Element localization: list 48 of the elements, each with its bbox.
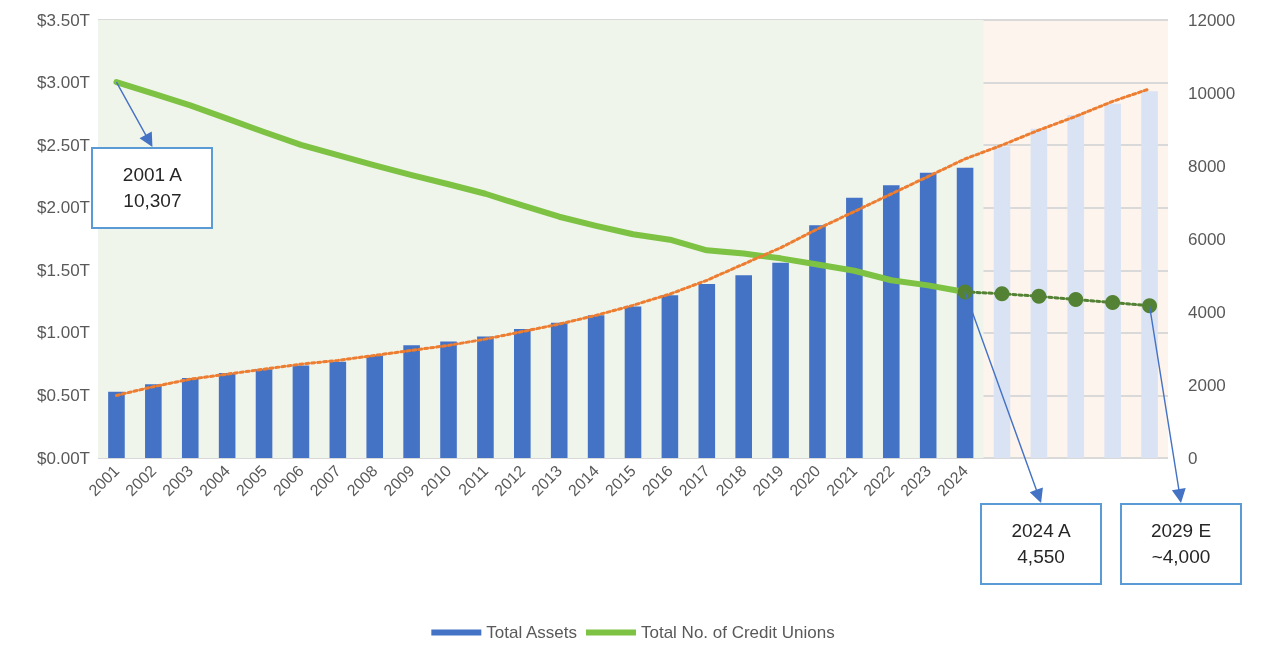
y2-tick-label: 10000 (1188, 83, 1236, 103)
bar (882, 185, 900, 458)
bar (587, 315, 605, 458)
callout-box: 2029 E ~4,000 (1120, 503, 1242, 585)
y2-tick-label: 8000 (1188, 156, 1226, 176)
legend-label: Total Assets (486, 623, 578, 642)
bar (846, 197, 863, 458)
bar (514, 329, 531, 458)
bar (181, 377, 199, 458)
bar (772, 262, 789, 458)
y-tick-label: $1.00T (37, 323, 90, 343)
y2-tick-label: 4000 (1188, 302, 1226, 322)
bar (145, 384, 162, 458)
callout-box: 2001 A 10,307 (91, 147, 214, 230)
y2-tick-label: 2000 (1188, 375, 1226, 395)
y-tick-label: $0.00T (37, 448, 90, 468)
y-tick-label: $2.50T (37, 135, 90, 155)
legend-label: Total No. of Credit Unions (640, 623, 835, 642)
bar (993, 146, 1011, 458)
bar (403, 345, 420, 458)
y-tick-label: $0.50T (37, 385, 90, 405)
bar (698, 284, 716, 458)
bar (329, 361, 347, 458)
bar (440, 341, 457, 458)
callout-box: 2024 A 4,550 (980, 503, 1103, 585)
y-tick-label: $3.00T (37, 73, 90, 93)
bar (366, 355, 384, 458)
bar (1067, 115, 1085, 458)
bar (255, 369, 273, 458)
bar (292, 365, 310, 458)
y-tick-label: $1.50T (37, 260, 90, 280)
y-tick-label: $2.00T (37, 198, 90, 218)
bar (624, 306, 642, 458)
bar (956, 167, 974, 458)
bar (108, 391, 125, 458)
bar (550, 322, 568, 458)
y2-tick-label: 12000 (1188, 10, 1236, 30)
bar (1104, 103, 1121, 458)
bar (1030, 128, 1048, 458)
bar (477, 336, 494, 458)
bar (218, 372, 236, 458)
y2-tick-label: 0 (1188, 448, 1198, 468)
bar (735, 275, 752, 458)
y2-tick-label: 6000 (1188, 229, 1226, 249)
y-tick-label: $3.50T (37, 10, 90, 30)
bar (919, 172, 937, 458)
bar (661, 295, 679, 458)
bar (809, 225, 826, 458)
